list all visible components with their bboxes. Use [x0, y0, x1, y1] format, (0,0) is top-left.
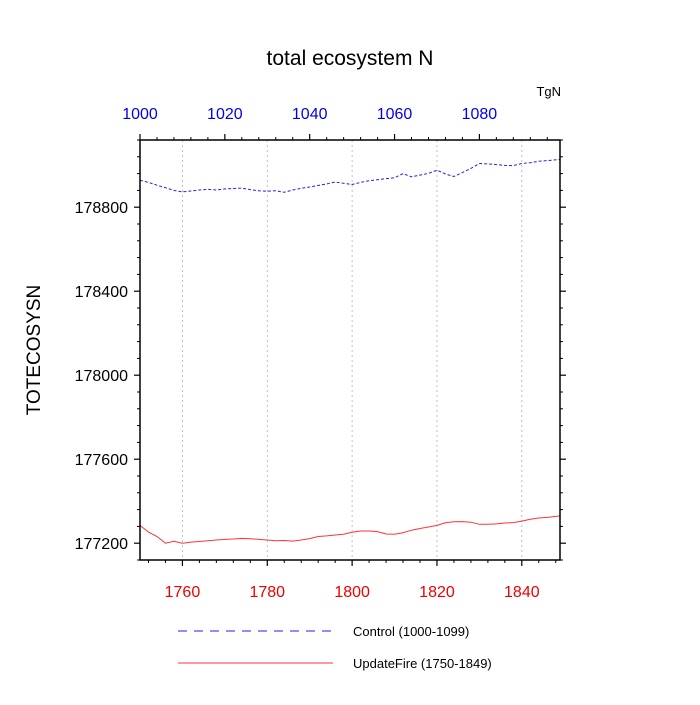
bottom-tick-label: 1800 [334, 584, 370, 601]
y-tick-label: 178800 [75, 200, 128, 217]
control-series-line [139, 159, 561, 193]
plot-frame [139, 139, 561, 561]
legend: Control (1000-1099) UpdateFire (1750-1849… [178, 624, 492, 671]
y-tick-label: 178000 [75, 368, 128, 385]
top-tick-label: 1000 [122, 106, 158, 123]
top-tick-label: 1060 [377, 106, 413, 123]
chart-title: total ecosystem N [267, 47, 434, 70]
top-tick-label: 1040 [292, 106, 328, 123]
top-tick-label: 1080 [462, 106, 498, 123]
units-label: TgN [536, 84, 561, 99]
bottom-tick-label: 1780 [249, 584, 285, 601]
grid-lines [182, 140, 523, 560]
y-axis-label: TOTECOSYSN [24, 285, 45, 416]
bottom-tick-label: 1760 [165, 584, 201, 601]
series-layer [139, 159, 561, 544]
y-tick-label: 178400 [75, 284, 128, 301]
legend-label: Control (1000-1099) [353, 624, 469, 639]
updatefire-series-line [139, 515, 561, 544]
legend-label: UpdateFire (1750-1849) [353, 656, 492, 671]
axes: 177200 177600 178000 178400 178800 1000 1020 10… [75, 106, 566, 601]
bottom-tick-label: 1820 [419, 584, 455, 601]
top-tick-label: 1020 [207, 106, 243, 123]
y-tick-label: 177600 [75, 452, 128, 469]
y-tick-label: 177200 [75, 536, 128, 553]
bottom-tick-label: 1840 [504, 584, 540, 601]
